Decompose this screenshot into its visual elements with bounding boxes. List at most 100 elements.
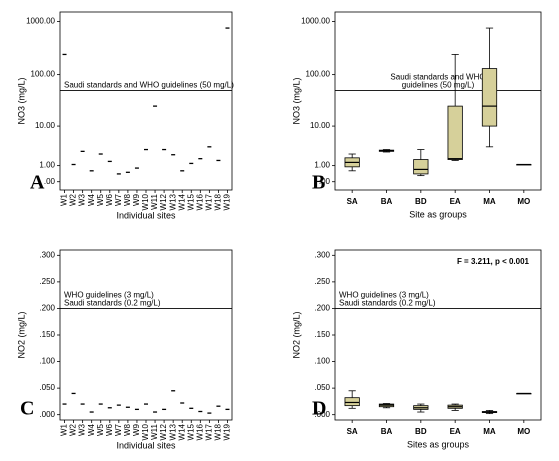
reference-label: Saudi standards and WHO (390, 73, 485, 82)
x-tick-label: W19 (223, 423, 232, 440)
y-tick-label: 10.00 (35, 121, 56, 130)
x-tick-label: BA (381, 427, 393, 436)
x-tick-label: W9 (132, 423, 141, 436)
x-tick-label: W11 (150, 193, 159, 209)
x-tick-label: EA (450, 197, 461, 206)
y-tick-label: .00 (319, 177, 331, 186)
x-tick-label: W4 (87, 193, 96, 206)
x-tick-label: W15 (186, 423, 195, 440)
reference-label: WHO guidelines (3 mg/L) (64, 291, 154, 300)
x-tick-label: W16 (195, 423, 204, 440)
y-tick-label: .100 (314, 357, 330, 366)
y-tick-label: .100 (39, 357, 55, 366)
x-tick-label: MO (517, 197, 530, 206)
plot-frame (59, 11, 233, 191)
y-tick-label: 1.00 (314, 161, 330, 170)
y-tick-label: .300 (314, 250, 330, 259)
panel-label: C (20, 398, 34, 420)
y-tick-label: .300 (39, 250, 55, 259)
y-tick-label: .00 (44, 177, 56, 186)
x-tick-label: BD (415, 197, 427, 206)
x-tick-label: W9 (132, 193, 141, 206)
x-tick-label: W4 (87, 423, 96, 436)
x-axis-title: Site as groups (409, 209, 467, 219)
x-tick-label: W18 (214, 423, 223, 440)
x-tick-label: W11 (150, 423, 159, 439)
x-tick-label: W7 (114, 193, 123, 206)
x-tick-label: BD (415, 427, 427, 436)
plot-frame (59, 249, 233, 421)
x-tick-label: W8 (123, 193, 132, 206)
x-tick-label: W1 (60, 423, 69, 436)
x-axis-title: Individual sites (116, 440, 176, 450)
y-tick-label: .050 (39, 383, 55, 392)
y-tick-label: .150 (39, 330, 55, 339)
x-tick-label: W14 (177, 193, 186, 210)
y-tick-label: 10.00 (310, 121, 331, 130)
x-tick-label: MO (517, 427, 530, 436)
x-tick-label: MA (483, 427, 496, 436)
y-tick-label: 100.00 (31, 70, 56, 79)
y-tick-label: .150 (314, 330, 330, 339)
y-axis-title: NO3 (mg/L) (16, 77, 26, 124)
y-axis-title: NO3 (mg/L) (291, 77, 301, 124)
stat-text: F = 3.211, p < 0.001 (457, 257, 530, 266)
y-tick-label: .050 (314, 383, 330, 392)
reference-label: guidelines (50 mg/L) (402, 81, 475, 90)
x-tick-label: MA (483, 197, 496, 206)
y-tick-label: .000 (314, 410, 330, 419)
x-tick-label: W6 (105, 193, 114, 206)
y-axis-title: NO2 (mg/L) (16, 311, 26, 358)
x-tick-label: W15 (186, 193, 195, 210)
box (413, 159, 429, 175)
reference-label: WHO guidelines (3 mg/L) (339, 291, 429, 300)
box (447, 105, 463, 160)
y-tick-label: 100.00 (306, 70, 331, 79)
x-tick-label: W12 (159, 193, 168, 210)
box (344, 397, 360, 407)
x-tick-label: W3 (78, 193, 87, 206)
x-tick-label: W8 (123, 423, 132, 436)
y-axis-title: NO2 (mg/L) (291, 311, 301, 358)
y-tick-label: .000 (39, 410, 55, 419)
x-tick-label: W1 (60, 193, 69, 206)
x-tick-label: W5 (96, 423, 105, 436)
x-tick-label: SA (347, 427, 358, 436)
x-tick-label: W12 (159, 423, 168, 440)
x-tick-label: W17 (204, 423, 213, 440)
x-tick-label: W7 (114, 423, 123, 436)
x-tick-label: W13 (168, 423, 177, 440)
reference-label: Saudi standards and WHO guidelines (50 m… (64, 81, 234, 90)
x-tick-label: W19 (223, 193, 232, 210)
x-tick-label: W6 (105, 423, 114, 436)
y-tick-label: .250 (314, 277, 330, 286)
y-tick-label: .200 (314, 304, 330, 313)
plot-frame (334, 11, 542, 191)
box (481, 68, 498, 127)
x-tick-label: W10 (141, 193, 150, 210)
x-tick-label: W18 (214, 193, 223, 210)
panel-label: A (30, 172, 45, 194)
reference-label: Saudi standards (0.2 mg/L) (339, 299, 436, 308)
x-tick-label: W3 (78, 423, 87, 436)
x-tick-label: W14 (177, 423, 186, 440)
y-tick-label: 1000.00 (26, 17, 55, 26)
x-axis-title: Individual sites (116, 210, 176, 220)
y-tick-label: .200 (39, 304, 55, 313)
x-tick-label: BA (381, 197, 393, 206)
x-axis-title: Sites as groups (407, 439, 470, 449)
x-tick-label: W17 (204, 193, 213, 210)
x-tick-label: W2 (69, 193, 78, 206)
plot-frame (334, 249, 542, 421)
x-tick-label: W5 (96, 193, 105, 206)
x-tick-label: W13 (168, 193, 177, 210)
panel-label: D (312, 398, 326, 420)
y-tick-label: .250 (39, 277, 55, 286)
x-tick-label: SA (347, 197, 358, 206)
x-tick-label: EA (450, 427, 461, 436)
y-tick-label: 1000.00 (301, 17, 330, 26)
panel-label: B (312, 172, 325, 194)
y-tick-label: 1.00 (39, 161, 55, 170)
